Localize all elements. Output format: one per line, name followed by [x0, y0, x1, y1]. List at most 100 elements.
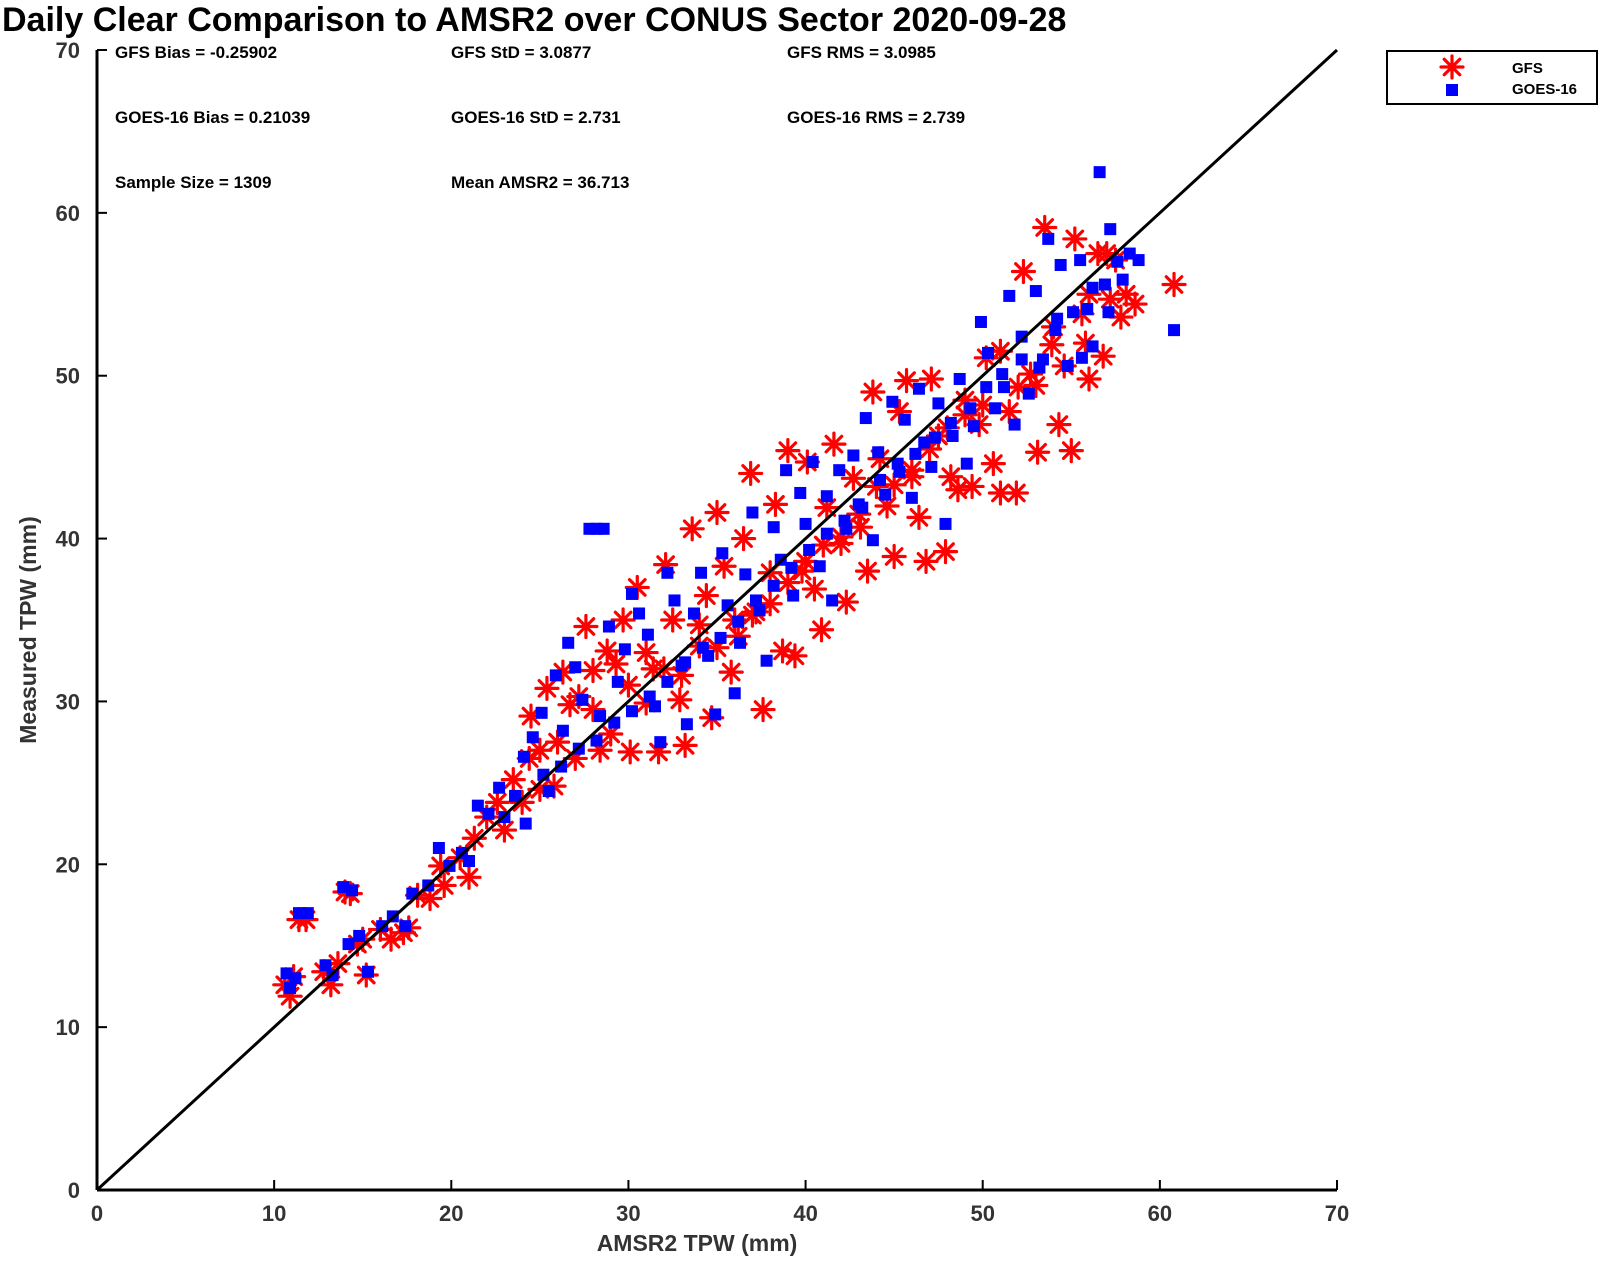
gfs-point: [544, 729, 571, 755]
goes16-point: [535, 706, 548, 719]
goes16-point: [649, 700, 661, 713]
axes: 0 10 20 30 40 50 60 70 0 10 20 30 40 50 60 70: [56, 38, 1350, 1226]
goes16-point: [928, 431, 941, 444]
gfs-point: [456, 864, 482, 890]
goes16-point: [964, 402, 977, 415]
gfs-point: [808, 617, 835, 643]
goes16-point: [732, 615, 745, 628]
legend-items: GFS GOES-16: [1439, 54, 1577, 98]
gfs-point: [1076, 366, 1102, 392]
goes16-point: [989, 402, 1002, 415]
goes16-point: [668, 594, 681, 607]
goes16-point: [625, 587, 638, 600]
goes16-point: [1074, 254, 1087, 267]
goes16-point: [893, 465, 906, 478]
gfs-point: [617, 739, 643, 765]
gfs-point: [1039, 332, 1065, 358]
goes16-point: [912, 382, 925, 395]
x-tick-label: 40: [793, 1201, 817, 1226]
gfs-point: [660, 607, 686, 633]
gfs-point: [893, 368, 920, 394]
x-tick-label: 70: [1325, 1201, 1349, 1226]
stat-text: GOES-16 StD = 2.731: [451, 108, 621, 127]
legend-gfs-marker: [1439, 54, 1465, 80]
goes16-point: [1086, 281, 1099, 294]
gfs-point: [821, 431, 847, 457]
gfs-point: [730, 525, 757, 552]
goes16-point: [526, 731, 539, 744]
gfs-point: [792, 548, 819, 574]
x-axis-label: AMSR2 TPW (mm): [597, 1230, 798, 1256]
goes16-point: [1104, 223, 1117, 236]
stats-annotations: GFS Bias = -0.25902 GFS StD = 3.0877 GFS R…: [115, 43, 965, 192]
gfs-point: [782, 643, 808, 669]
legend-label: GFS: [1512, 60, 1543, 77]
y-tick-label: 50: [56, 364, 80, 389]
goes16-point: [342, 938, 355, 951]
gfs-point: [738, 460, 764, 487]
gfs-point: [932, 538, 959, 565]
stat-text: GOES-16 Bias = 0.21039: [115, 108, 310, 127]
gfs-point: [598, 721, 624, 747]
goes16-point: [806, 456, 819, 469]
goes16-point: [542, 785, 555, 797]
goes16-point: [918, 436, 931, 449]
goes16-point: [820, 490, 833, 503]
gfs-point: [959, 473, 985, 500]
gfs-point: [500, 766, 526, 793]
goes16-point: [289, 972, 302, 985]
gfs-point: [679, 516, 705, 542]
gfs-point: [610, 607, 636, 633]
gfs-point: [718, 659, 744, 685]
goes16-point: [1051, 312, 1064, 325]
one-to-one-line: [95, 48, 1339, 1192]
goes16-point: [1029, 285, 1042, 298]
goes16-point: [1168, 324, 1181, 337]
goes16-point: [886, 395, 899, 408]
gfs-point: [810, 532, 836, 558]
gfs-point: [1046, 411, 1072, 438]
goes16-point: [633, 607, 646, 620]
goes16-point: [967, 420, 980, 433]
goes16-point: [932, 397, 945, 410]
goes16-point: [1003, 289, 1016, 302]
goes16-point: [654, 736, 667, 749]
goes16-point: [1015, 353, 1028, 366]
goes16-point: [284, 982, 297, 995]
gfs-point: [906, 504, 932, 531]
gfs-point: [693, 582, 719, 609]
goes16-point: [1093, 166, 1106, 179]
goes16-point: [661, 675, 674, 688]
goes16-point: [1081, 302, 1094, 315]
goes16-point: [833, 464, 846, 477]
goes16-point: [680, 718, 693, 731]
x-tick-label: 60: [1148, 1201, 1172, 1226]
goes16-point: [746, 506, 759, 519]
goes16-point: [643, 690, 656, 703]
goes16-point: [695, 566, 708, 579]
goes16-point: [562, 636, 575, 649]
y-tick-label: 60: [56, 201, 80, 226]
goes16-point: [597, 522, 610, 535]
goes16-point: [611, 675, 624, 688]
goes16-point: [618, 643, 631, 656]
gfs-point: [1003, 480, 1029, 506]
goes16-point: [679, 656, 692, 669]
goes16-point: [974, 315, 987, 328]
gfs-point: [801, 576, 828, 602]
goes16-point: [1054, 258, 1067, 271]
goes16-point: [767, 521, 780, 534]
goes16-point: [760, 654, 773, 667]
goes16-point: [826, 594, 839, 607]
goes16-point: [856, 501, 869, 514]
goes16-point: [898, 413, 911, 426]
stat-text: Sample Size = 1309: [115, 173, 271, 192]
stat-text: GFS RMS = 3.0985: [787, 43, 936, 62]
goes16-point: [696, 641, 709, 654]
gfs-point: [1161, 271, 1187, 298]
goes16-point: [859, 412, 872, 425]
gfs-point: [1058, 438, 1084, 464]
gfs-point: [918, 366, 944, 392]
x-tick-label: 10: [262, 1201, 286, 1226]
goes16-point: [1116, 273, 1129, 286]
